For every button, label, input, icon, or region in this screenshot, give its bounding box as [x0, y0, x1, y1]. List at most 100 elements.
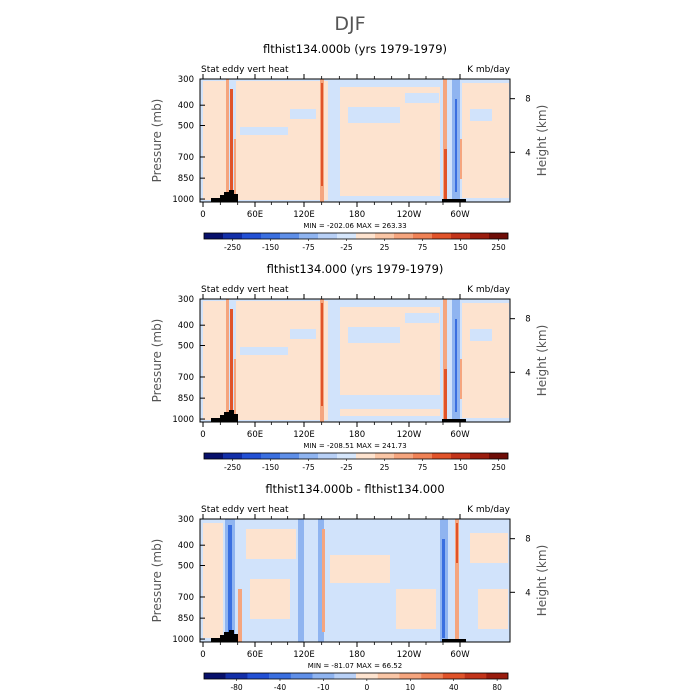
- colorbar-label: 10: [406, 683, 416, 692]
- positive-region: [478, 589, 508, 629]
- colorbar-label: -250: [224, 463, 241, 472]
- colorbar-swatch: [334, 673, 357, 679]
- positive-region: [236, 301, 328, 420]
- positive-column: [230, 309, 233, 422]
- y-tick-label: 850: [178, 174, 194, 184]
- positive-region: [236, 81, 328, 200]
- x-tick-label: 120E: [293, 210, 315, 220]
- colorbar-label: -75: [302, 463, 314, 472]
- topography: [442, 199, 466, 202]
- colorbar-swatch: [318, 453, 338, 459]
- positive-region: [462, 83, 509, 198]
- positive-column: [460, 359, 462, 399]
- colorbar-swatch: [489, 233, 509, 239]
- topography: [442, 419, 466, 422]
- colorbar-swatch: [442, 673, 465, 679]
- topography: [211, 630, 238, 642]
- y-tick-label: 500: [178, 121, 194, 131]
- colorbar: -250 -150 -75 -25 25 75 150 250: [203, 452, 509, 472]
- colorbar-label: 250: [491, 243, 506, 252]
- x-tick-label: 60E: [247, 430, 263, 440]
- panel-title: flthist134.000b (yrs 1979-1979): [263, 42, 447, 56]
- colorbar-swatch: [375, 453, 395, 459]
- negative-region: [240, 347, 288, 355]
- x-tick-label: 180: [349, 430, 365, 440]
- axes: 300 400 500 700 850 1000 8 4 0 60E 120E 180 120W 60W: [172, 74, 531, 220]
- plot-field: [200, 299, 510, 422]
- positive-column: [226, 79, 229, 202]
- colorbar-swatch: [470, 453, 490, 459]
- colorbar-swatch: [318, 233, 338, 239]
- positive-column: [322, 529, 325, 632]
- panel-1: flthist134.000b (yrs 1979-1979) Stat edd…: [150, 42, 549, 252]
- negative-column: [228, 525, 232, 638]
- y-axis-label-right: Height (km): [535, 545, 549, 616]
- colorbar-label: -25: [340, 463, 352, 472]
- colorbar-swatch: [247, 673, 270, 679]
- plot-field: [200, 79, 510, 202]
- colorbar-swatch: [299, 233, 319, 239]
- colorbar-label: -150: [262, 243, 279, 252]
- axes: 300 400 500 700 850 1000 8 4 0 60E 120E 180 120W 60W: [172, 294, 531, 440]
- colorbar-swatch: [204, 233, 224, 239]
- panel-title: flthist134.000b - flthist134.000: [265, 482, 444, 496]
- negative-region: [290, 109, 316, 119]
- colorbar-swatch: [280, 233, 300, 239]
- colorbar-swatch: [261, 233, 281, 239]
- negative-region: [470, 109, 492, 121]
- colorbar-swatch: [269, 673, 292, 679]
- colorbar-swatch: [337, 233, 357, 239]
- positive-column: [460, 139, 462, 179]
- y-tick-label: 300: [178, 295, 194, 305]
- colorbar-label: -10: [317, 683, 329, 692]
- x-tick-label: 120E: [293, 650, 315, 660]
- x-tick-label: 180: [349, 650, 365, 660]
- positive-column: [455, 519, 459, 642]
- colorbar-swatch: [223, 453, 243, 459]
- colorbar-label: 25: [380, 243, 390, 252]
- colorbar-swatch: [223, 233, 243, 239]
- positive-column: [238, 589, 242, 642]
- season-title: DJF: [334, 13, 365, 35]
- negative-column: [318, 519, 324, 642]
- negative-region: [348, 107, 400, 123]
- colorbar-swatch: [451, 233, 471, 239]
- negative-column: [442, 539, 445, 638]
- colorbar-swatch: [464, 673, 487, 679]
- positive-region: [203, 301, 229, 420]
- colorbar-swatch: [337, 453, 357, 459]
- x-tick-label: 180: [349, 210, 365, 220]
- positive-column: [444, 149, 447, 200]
- colorbar: -80 -40 -10 0 10 40 80: [203, 672, 509, 692]
- positive-column: [444, 369, 447, 420]
- negative-region: [240, 127, 288, 135]
- plot-frame: [199, 518, 511, 643]
- colorbar-label: -25: [340, 243, 352, 252]
- positive-region: [330, 555, 390, 583]
- y-tick-label: 500: [178, 561, 194, 571]
- topography: [211, 410, 238, 422]
- y-tick-label: 400: [178, 321, 194, 331]
- positive-region: [470, 533, 508, 563]
- colorbar-label: 250: [491, 463, 506, 472]
- variable-label: Stat eddy vert heat: [201, 505, 289, 515]
- colorbar-swatch: [413, 233, 433, 239]
- colorbar-swatch: [356, 673, 378, 679]
- colorbar-swatch: [451, 453, 471, 459]
- variable-label: Stat eddy vert heat: [201, 285, 289, 295]
- colorbar-swatch: [470, 233, 490, 239]
- x-tick-label: 60W: [450, 210, 470, 220]
- x-tick-label: 60W: [450, 430, 470, 440]
- colorbar-swatch: [486, 673, 509, 679]
- min-max-stats: MIN = -202.06 MAX = 263.33: [303, 222, 406, 230]
- x-tick-label: 0: [200, 210, 205, 220]
- x-tick-label: 60W: [450, 650, 470, 660]
- colorbar-label: 150: [453, 463, 468, 472]
- x-tick-label: 60E: [247, 650, 263, 660]
- colorbar-swatch: [356, 453, 376, 459]
- plot-frame: [199, 298, 511, 423]
- x-tick-label: 120W: [397, 650, 422, 660]
- y-axis-label: Pressure (mb): [150, 99, 164, 183]
- colorbar-label: -40: [274, 683, 286, 692]
- colorbar-label: 25: [380, 463, 390, 472]
